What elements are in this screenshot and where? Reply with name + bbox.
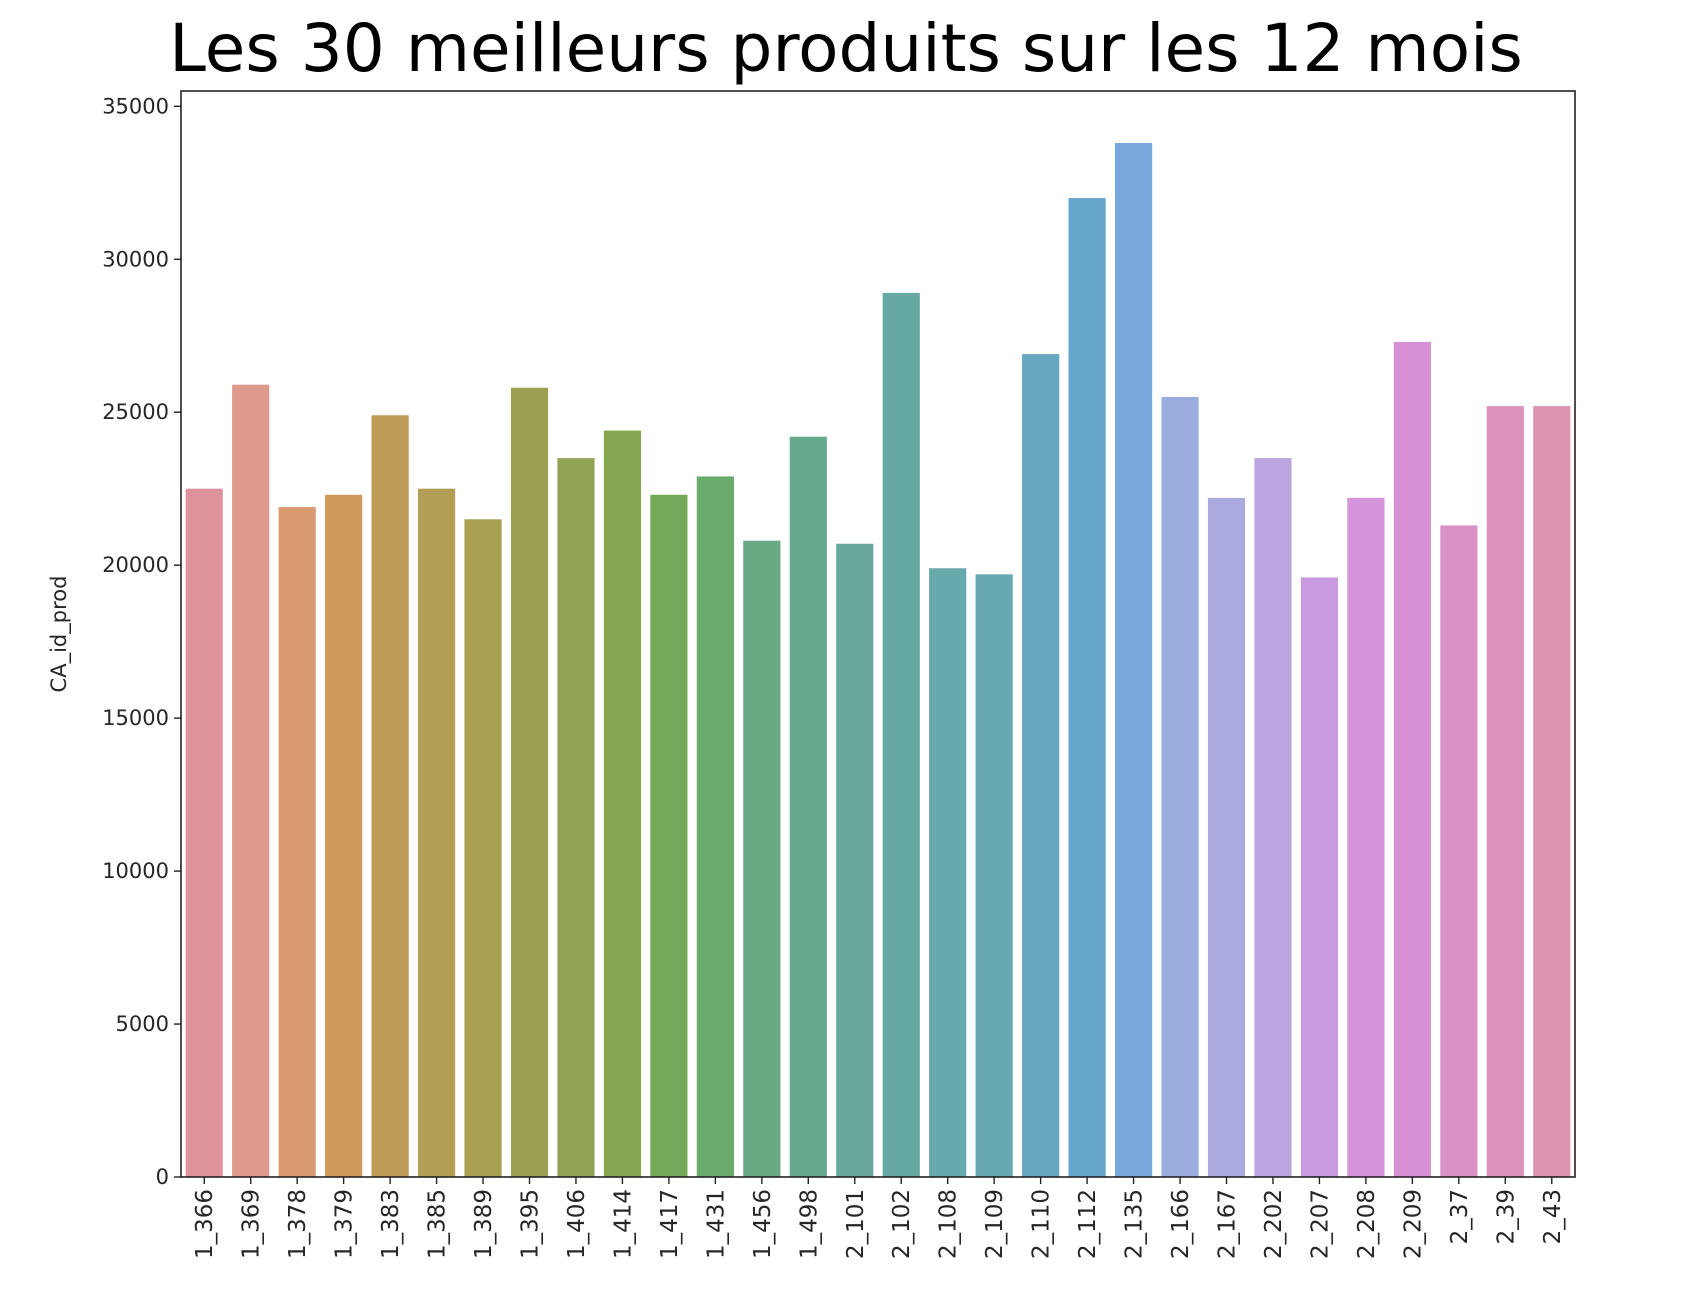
x-tick-label-2_109: 2_109 — [982, 1189, 1008, 1259]
bar-2_207 — [1300, 577, 1339, 1177]
bars-group — [185, 143, 1571, 1178]
x-tick-label-1_414: 1_414 — [610, 1189, 636, 1259]
bar-2_39 — [1486, 406, 1524, 1177]
y-tick-label-15000: 15000 — [102, 706, 169, 730]
x-tick-label-2_207: 2_207 — [1307, 1189, 1333, 1259]
x-tick-label-2_166: 2_166 — [1168, 1189, 1194, 1259]
y-tick-label-0: 0 — [156, 1165, 169, 1189]
x-tick-label-2_37: 2_37 — [1447, 1189, 1473, 1244]
x-tick-label-1_366: 1_366 — [192, 1189, 218, 1259]
x-tick-label-1_417: 1_417 — [657, 1189, 683, 1259]
bar-2_167 — [1207, 497, 1246, 1177]
bar-1_456 — [743, 540, 781, 1177]
x-tick-label-1_406: 1_406 — [564, 1189, 590, 1259]
bar-1_417 — [650, 494, 688, 1177]
bar-1_379 — [325, 494, 363, 1177]
x-tick-label-2_43: 2_43 — [1540, 1189, 1566, 1244]
bar-1_406 — [557, 458, 595, 1177]
x-tick-label-2_110: 2_110 — [1029, 1189, 1055, 1259]
bar-1_431 — [696, 476, 734, 1178]
bar-2_112 — [1068, 198, 1106, 1177]
x-tick-label-2_209: 2_209 — [1400, 1189, 1426, 1259]
bar-1_369 — [232, 384, 270, 1178]
bar-2_37 — [1440, 525, 1478, 1177]
bar-2_202 — [1254, 458, 1292, 1177]
bar-1_385 — [417, 488, 456, 1177]
bar-2_110 — [1022, 354, 1060, 1178]
bar-2_108 — [929, 568, 967, 1177]
x-tick-label-1_369: 1_369 — [239, 1189, 265, 1259]
x-tick-label-1_389: 1_389 — [471, 1189, 497, 1259]
x-tick-label-1_456: 1_456 — [750, 1189, 776, 1259]
y-axis-ticks: 0 5000 10000 15000 20000 25000 30000 35000 — [102, 94, 181, 1189]
bar-1_366 — [185, 488, 223, 1177]
bar-1_395 — [510, 387, 549, 1177]
x-tick-label-2_208: 2_208 — [1354, 1189, 1380, 1259]
chart-title: Les 30 meilleurs produits sur les 12 moi… — [169, 10, 1523, 87]
bar-1_378 — [278, 507, 316, 1178]
bar-2_109 — [975, 574, 1013, 1177]
x-tick-label-2_101: 2_101 — [843, 1189, 869, 1259]
bar-2_43 — [1533, 406, 1571, 1177]
x-tick-label-1_378: 1_378 — [285, 1189, 311, 1259]
x-tick-label-1_385: 1_385 — [425, 1189, 451, 1259]
bar-1_414 — [603, 430, 642, 1178]
bar-1_389 — [464, 519, 502, 1177]
bar-2_166 — [1161, 396, 1199, 1177]
bar-2_135 — [1114, 143, 1153, 1178]
y-tick-label-30000: 30000 — [102, 247, 169, 271]
x-tick-label-1_498: 1_498 — [796, 1189, 822, 1259]
x-tick-label-2_202: 2_202 — [1261, 1189, 1287, 1259]
y-tick-label-20000: 20000 — [102, 553, 169, 577]
x-tick-label-2_112: 2_112 — [1075, 1189, 1101, 1259]
bar-2_102 — [882, 292, 920, 1177]
y-tick-label-25000: 25000 — [102, 400, 169, 424]
plot-frame — [180, 90, 1576, 1178]
bar-1_383 — [371, 415, 409, 1178]
y-axis-label: CA_id_prod — [47, 576, 72, 693]
y-tick-label-10000: 10000 — [102, 859, 169, 883]
x-axis-ticks: 1_366 1_369 1_378 1_379 1_383 1_385 1_389 1_395… — [192, 1177, 1566, 1259]
y-tick-label-35000: 35000 — [102, 94, 169, 118]
x-tick-label-1_431: 1_431 — [703, 1189, 729, 1259]
x-tick-label-1_395: 1_395 — [518, 1189, 544, 1259]
x-tick-label-2_39: 2_39 — [1493, 1189, 1519, 1244]
x-tick-label-2_167: 2_167 — [1215, 1189, 1241, 1259]
bar-2_209 — [1393, 341, 1431, 1177]
x-tick-label-1_379: 1_379 — [332, 1189, 358, 1259]
bar-1_498 — [789, 436, 827, 1177]
y-tick-label-5000: 5000 — [116, 1012, 169, 1036]
x-tick-label-1_383: 1_383 — [378, 1189, 404, 1259]
x-tick-label-2_102: 2_102 — [889, 1189, 915, 1259]
bar-2_208 — [1347, 497, 1385, 1177]
bar-2_101 — [836, 543, 874, 1177]
x-tick-label-2_108: 2_108 — [936, 1189, 962, 1259]
x-tick-label-2_135: 2_135 — [1122, 1189, 1148, 1259]
